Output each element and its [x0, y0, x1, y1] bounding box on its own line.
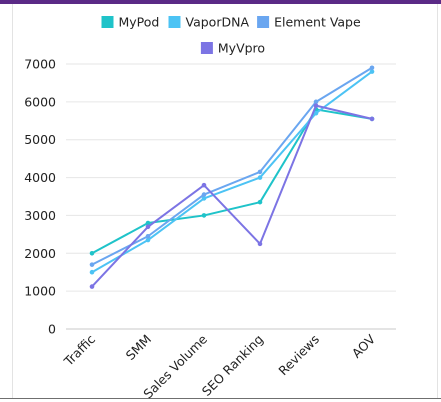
series-line: [91, 104, 373, 288]
data-point: [145, 233, 151, 239]
data-point: [257, 199, 263, 205]
y-tick-label: 1000: [24, 284, 56, 299]
y-tick-label: 0: [48, 322, 56, 337]
legend-swatch: [101, 16, 114, 28]
data-point: [201, 213, 207, 218]
data-point: [369, 116, 375, 122]
y-tick-label: 4000: [24, 170, 56, 185]
legend-swatch: [168, 16, 181, 28]
bottom-divider: [0, 398, 441, 399]
data-point: [89, 262, 95, 267]
legend-item: MyVpro: [200, 41, 265, 56]
y-tick-label: 7000: [24, 57, 56, 72]
data-point: [201, 182, 207, 188]
y-tick-label: 2000: [24, 246, 56, 261]
legend-item: Element Vape: [257, 15, 361, 30]
series-element-vape: [89, 65, 375, 267]
legend-swatch: [257, 16, 270, 28]
series-mypod: [89, 107, 375, 256]
data-point: [145, 220, 151, 226]
data-point: [313, 99, 319, 105]
series-line: [91, 66, 373, 266]
data-point: [145, 224, 151, 230]
data-point: [257, 169, 263, 175]
data-point: [313, 103, 319, 108]
data-point: [201, 192, 207, 197]
y-tick-label: 6000: [24, 94, 56, 109]
y-tick-label: 5000: [24, 132, 56, 147]
x-tick-label: SMM: [123, 332, 154, 363]
data-point: [369, 65, 375, 71]
legend-label: VaporDNA: [186, 15, 250, 30]
data-point: [257, 175, 263, 180]
x-tick-label: AOV: [349, 331, 379, 361]
legend-label: Element Vape: [274, 15, 361, 30]
legend-label: MyVpro: [218, 41, 265, 56]
legend-label: MyPod: [119, 15, 160, 30]
data-point: [369, 69, 375, 74]
legend: MyPod VaporDNA Element Vape MyVpro: [101, 15, 361, 56]
data-point: [313, 110, 319, 116]
data-point: [145, 237, 151, 243]
top-accent-bar: [0, 0, 441, 4]
x-tick-label: Traffic: [60, 331, 98, 369]
data-point: [257, 241, 263, 247]
series-vapordna: [89, 69, 375, 275]
data-point: [89, 269, 95, 275]
x-tick-label: Reviews: [275, 332, 322, 379]
series-line: [91, 70, 373, 274]
y-tick-label: 3000: [24, 208, 56, 223]
data-point: [89, 250, 95, 256]
legend-item: VaporDNA: [168, 15, 250, 30]
data-point: [89, 284, 95, 289]
chart-frame: [12, 4, 438, 399]
legend-item: MyPod: [101, 15, 160, 30]
series-myvpro: [89, 103, 375, 289]
gridlines: [66, 63, 396, 330]
series-line: [91, 108, 373, 255]
legend-swatch: [200, 42, 213, 54]
data-point: [201, 196, 207, 201]
